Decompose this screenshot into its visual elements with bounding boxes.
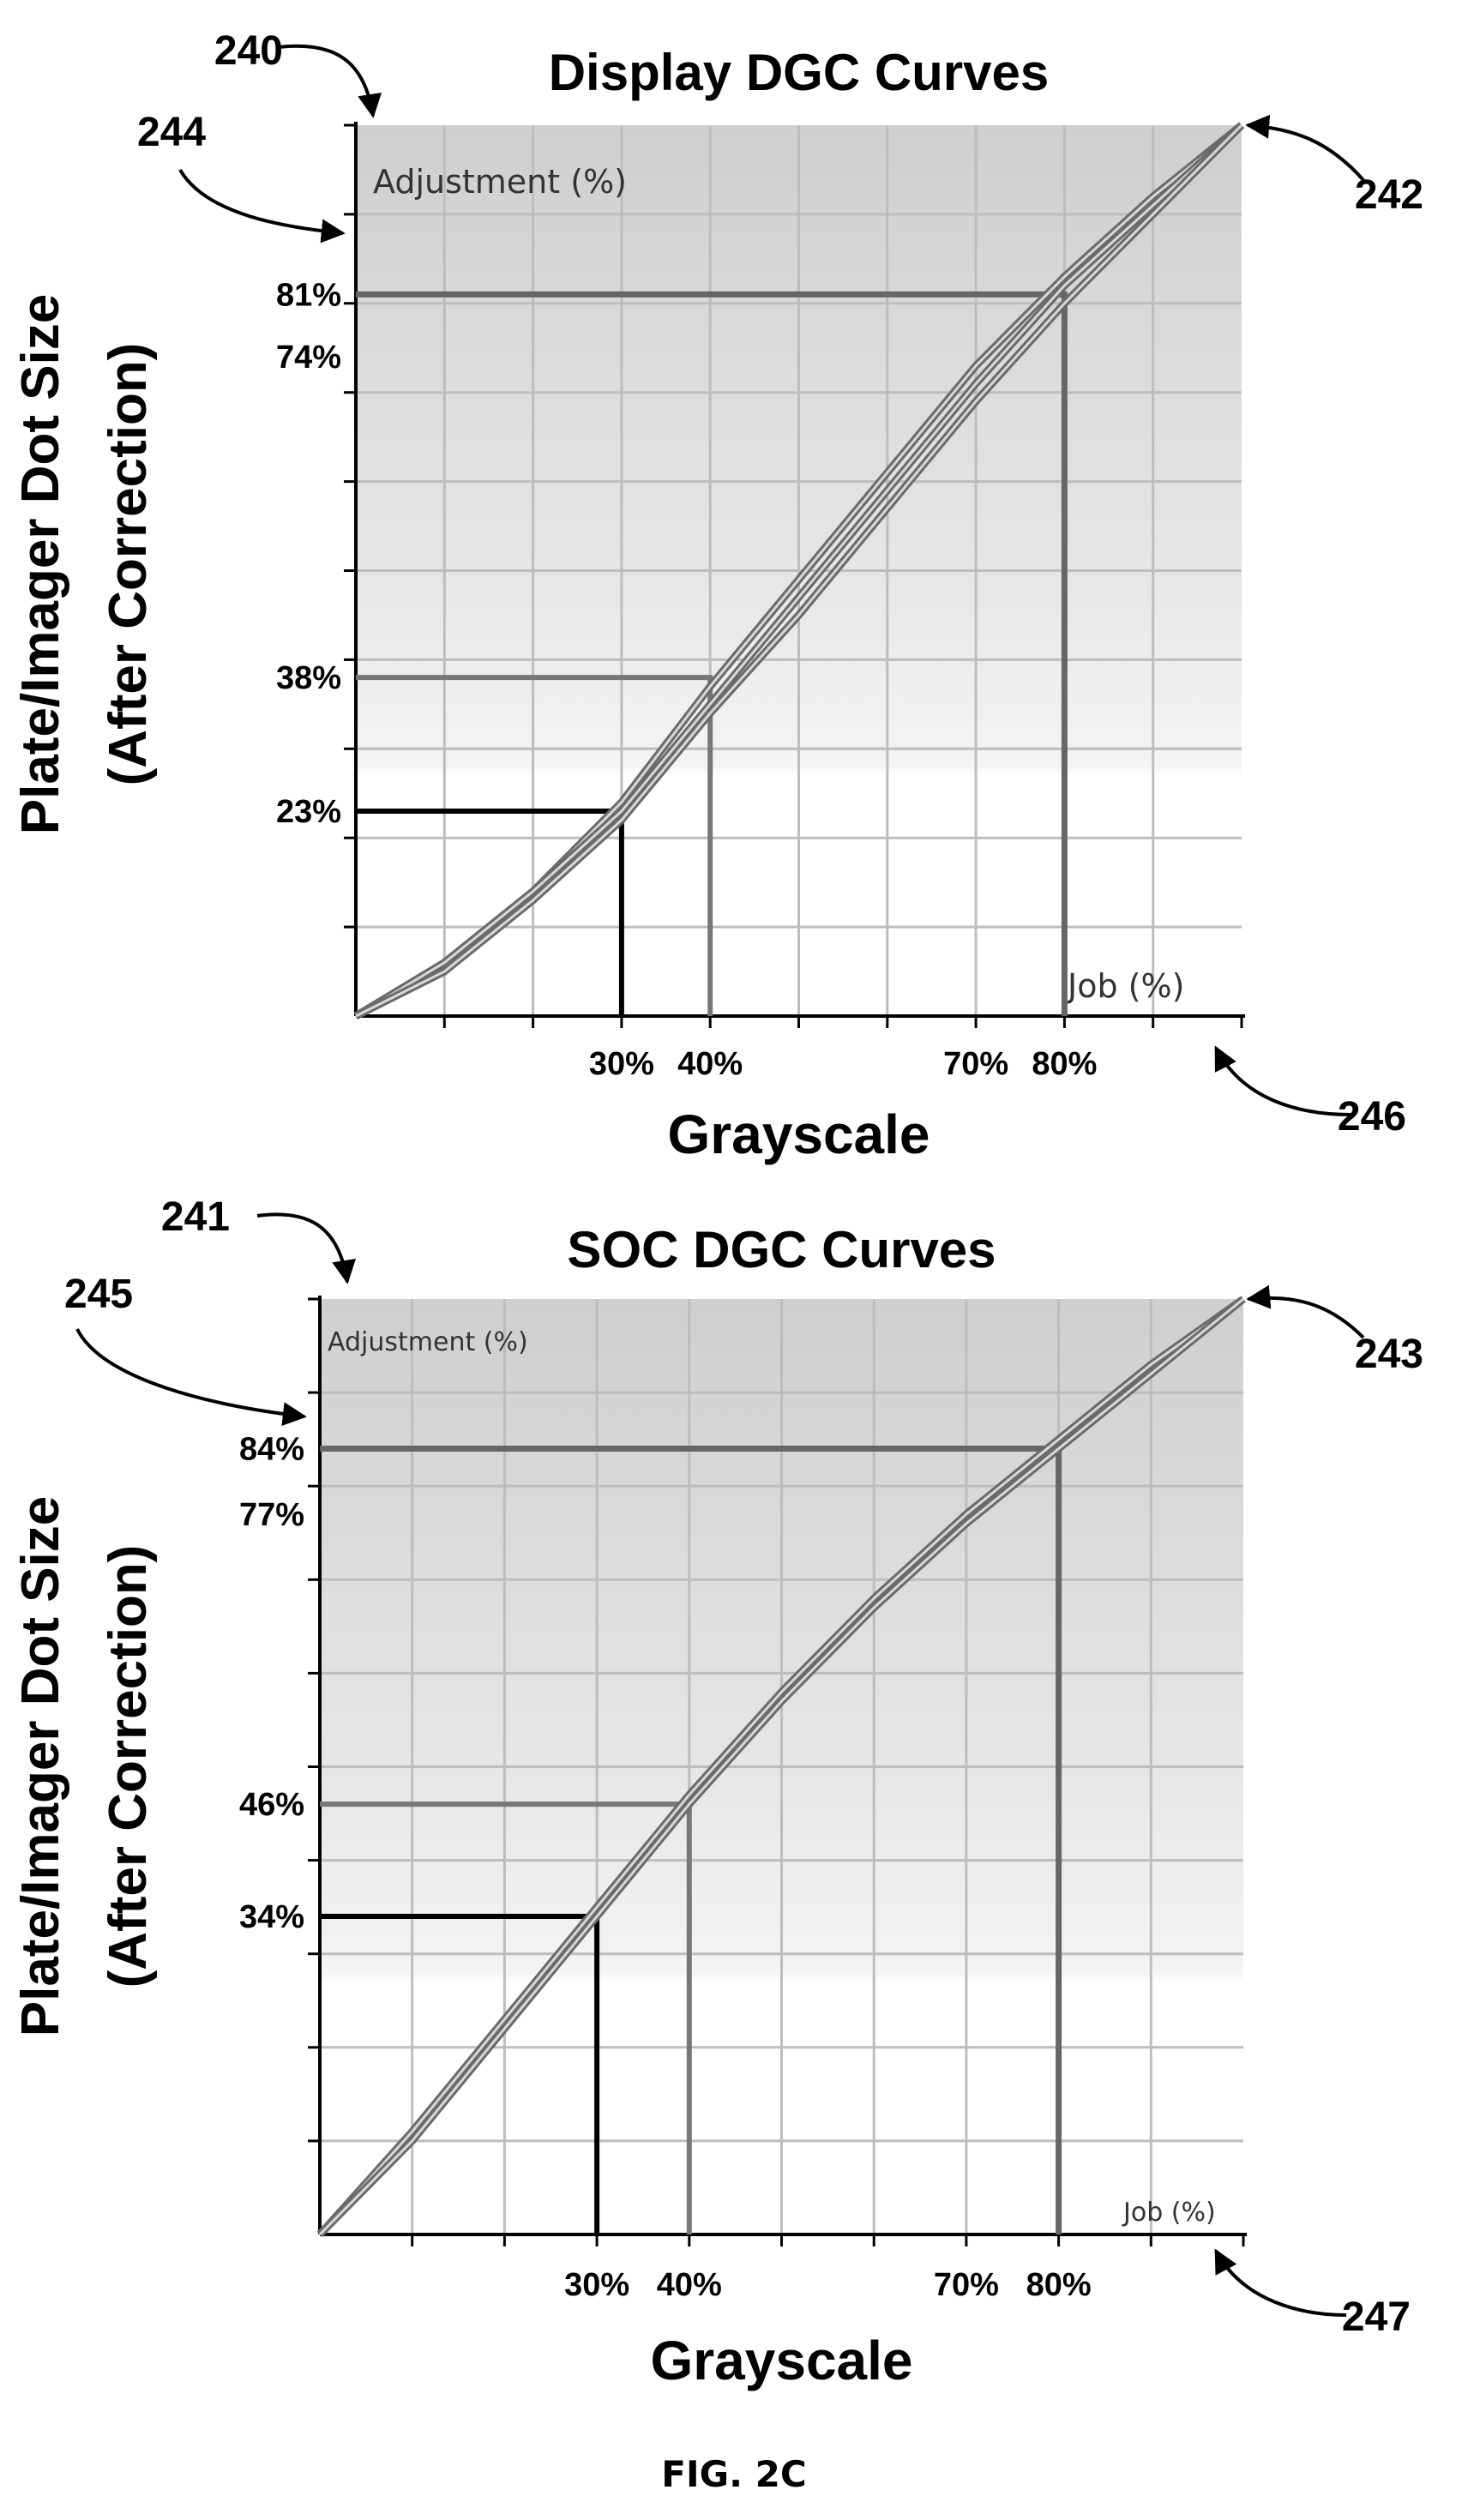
reference-numeral-figure: 240	[214, 28, 283, 74]
job-label: Job (%)	[1122, 2198, 1216, 2228]
display-dgc-chart: Display DGC Curves Adjustment (%) Job (%) 3…	[11, 28, 1423, 1165]
leader-arrow	[278, 44, 382, 118]
leader-arrow	[1214, 1045, 1351, 1116]
leader-arrow	[75, 1328, 307, 1427]
x-tick-label: 30%	[564, 2267, 629, 2303]
reference-numeral-y-axis: 244	[137, 110, 206, 155]
y-axis-title-line2: (After Correction)	[99, 343, 158, 786]
leader-arrow	[1214, 2248, 1347, 2317]
dgc-curve-highlight	[318, 1297, 1244, 2236]
soc-dgc-chart: SOC DGC Curves Adjustment (%) Job (%) 30% 40…	[11, 1194, 1423, 2391]
figure-label: FIG. 2C	[661, 2453, 806, 2495]
y-tick-label: 84%	[239, 1432, 304, 1468]
y-tick-label: 23%	[276, 794, 341, 830]
leader-arrow	[1246, 1284, 1365, 1339]
dgc-curve-highlight	[355, 123, 1243, 1018]
chart-title: SOC DGC Curves	[567, 1221, 996, 1278]
x-tick-label: 40%	[677, 1046, 743, 1082]
reference-numeral-x-axis: 247	[1342, 2294, 1411, 2340]
x-tick-label: 30%	[589, 1046, 654, 1082]
y-axis-title-line1: Plate/Imager Dot Size	[11, 294, 70, 835]
adjustment-label: Adjustment (%)	[328, 1327, 528, 1357]
reference-numeral-y-axis: 245	[64, 1272, 133, 1317]
guide-line	[356, 291, 1068, 1016]
y-tick-label: 46%	[239, 1787, 304, 1823]
y-tick-label: 34%	[239, 1899, 304, 1935]
guide-line	[356, 675, 713, 1016]
reference-numeral-curve-end: 243	[1355, 1332, 1423, 1377]
y-tick-label: 77%	[239, 1497, 304, 1533]
leader-arrow	[256, 1212, 356, 1284]
dgc-curve-highlight	[318, 1297, 1244, 2236]
y-tick-label: 81%	[276, 277, 341, 313]
dgc-curve-highlight	[355, 123, 1243, 1018]
reference-numeral-figure: 241	[161, 1194, 230, 1240]
x-tick-label: 40%	[657, 2267, 722, 2303]
x-tick-label: 80%	[1032, 1046, 1097, 1082]
x-tick-label: 70%	[943, 1046, 1008, 1082]
leader-arrow	[178, 168, 346, 244]
y-axis-title-line1: Plate/Imager Dot Size	[11, 1496, 70, 2037]
y-tick-label: 74%	[276, 340, 341, 376]
leader-arrow	[1245, 114, 1365, 182]
chart-title: Display DGC Curves	[549, 44, 1050, 101]
reference-numeral-curve-end: 242	[1355, 172, 1423, 218]
x-axis-title: Grayscale	[650, 2330, 912, 2391]
job-label: Job (%)	[1066, 967, 1184, 1005]
y-tick-label: 38%	[276, 660, 341, 696]
x-tick-label: 80%	[1026, 2267, 1092, 2303]
reference-numeral-x-axis: 246	[1338, 1094, 1406, 1140]
x-tick-label: 70%	[934, 2267, 999, 2303]
adjustment-label: Adjustment (%)	[373, 163, 627, 201]
x-axis-title: Grayscale	[667, 1104, 930, 1165]
y-axis-title-line2: (After Correction)	[99, 1545, 158, 1988]
